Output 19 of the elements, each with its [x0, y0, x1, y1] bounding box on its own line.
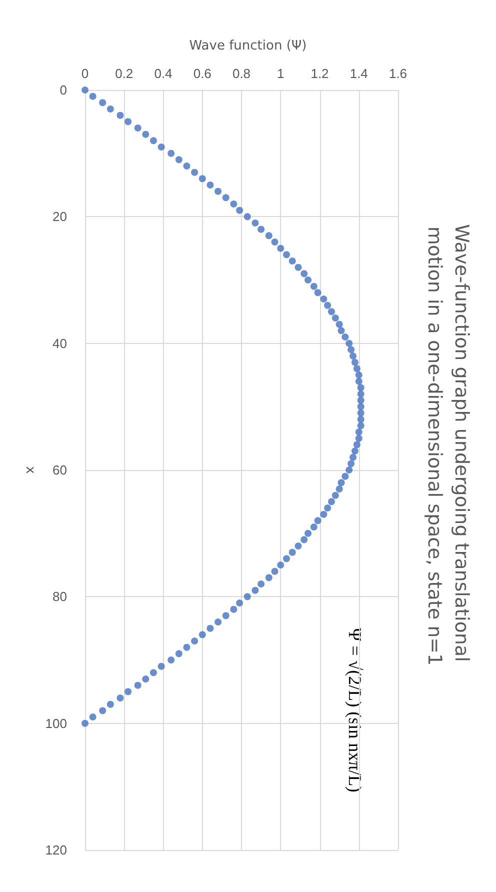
x-tick-label: 0.2	[115, 66, 134, 81]
text: Wave-function graph undergoing translational motion in a one-dimensional space, state n=1	[424, 224, 472, 668]
y-tick-label: 100	[45, 716, 67, 731]
x-tick-label: 1.2	[310, 66, 329, 81]
y-tick-label: 80	[52, 589, 67, 604]
y-tick-label: 0	[60, 82, 67, 98]
y-axis-title: x	[22, 466, 38, 474]
y-tick-label: 20	[52, 209, 67, 224]
x-tick-label: 1	[277, 66, 284, 81]
y-tick-label: 40	[52, 336, 67, 351]
x-tick-label: 0	[81, 66, 89, 81]
x-tick-label: 0.4	[154, 66, 172, 81]
x-axis-title: Wave function (Ψ)	[189, 38, 307, 54]
x-tick-label: 0.8	[232, 66, 251, 81]
x-tick-label: 1.4	[350, 66, 368, 81]
x-tick-label: 0.6	[193, 66, 212, 81]
y-tick-label: 120	[45, 842, 67, 858]
y-tick-label: 60	[52, 462, 67, 478]
x-tick-label: 1.6	[388, 66, 408, 81]
